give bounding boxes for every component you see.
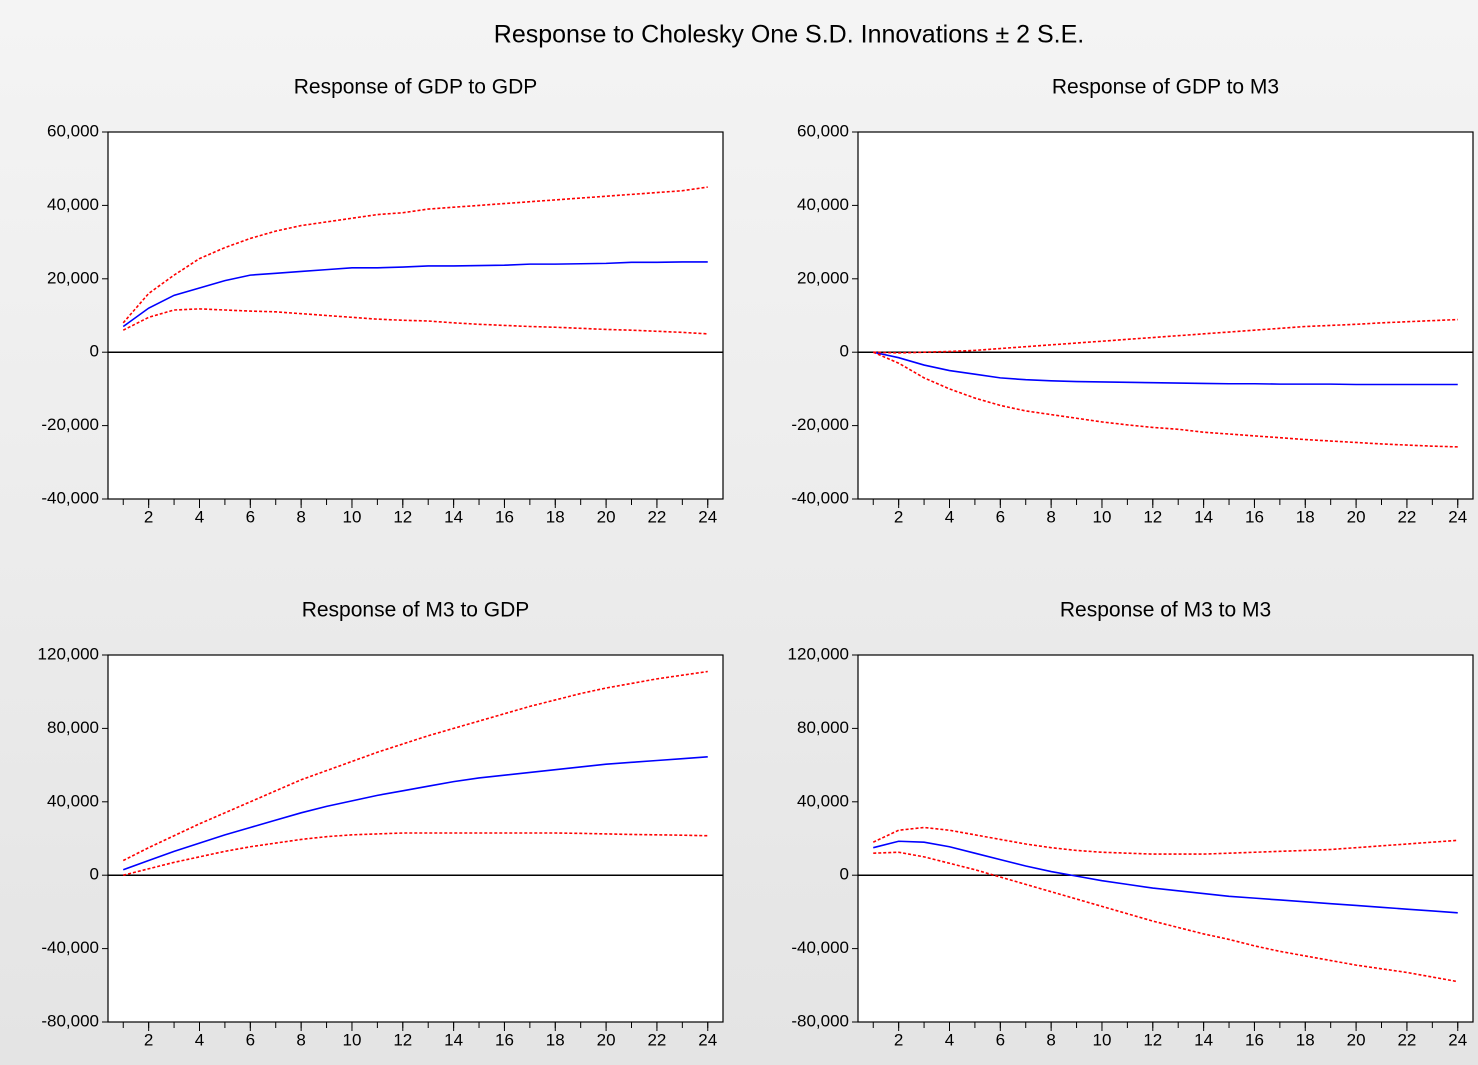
subplot-title: Response of M3 to GDP	[302, 599, 530, 622]
x-tick-label: 16	[1245, 507, 1264, 526]
y-tick-label: 120,000	[788, 644, 849, 663]
x-tick-label: 2	[144, 507, 153, 526]
y-tick-label: 40,000	[47, 791, 99, 810]
x-tick-label: 24	[1448, 507, 1467, 526]
subplot-title: Response of M3 to M3	[1060, 599, 1271, 622]
y-tick-label: 0	[840, 342, 849, 361]
plot-area	[858, 655, 1473, 1022]
series-line	[873, 318, 1458, 354]
x-tick-label: 18	[546, 1030, 565, 1049]
x-tick-label: 20	[1347, 507, 1366, 526]
x-tick-label: 12	[1143, 507, 1162, 526]
y-tick-label: -20,000	[41, 415, 99, 434]
x-tick-label: 4	[945, 507, 954, 526]
y-tick-label: 40,000	[797, 195, 849, 214]
x-tick-label: 10	[343, 1030, 362, 1049]
y-tick-label: 60,000	[797, 121, 849, 140]
y-tick-label: 60,000	[47, 121, 99, 140]
x-tick-label: 22	[1397, 507, 1416, 526]
x-tick-label: 2	[894, 1030, 903, 1049]
series-line	[873, 840, 1458, 914]
y-tick-label: 80,000	[797, 718, 849, 737]
figure-title: Response to Cholesky One S.D. Innovation…	[494, 21, 1084, 49]
x-tick-label: 8	[296, 507, 305, 526]
plot-border	[857, 131, 1474, 500]
x-tick-label: 2	[144, 1030, 153, 1049]
x-tick-label: 6	[996, 1030, 1005, 1049]
plot-area	[108, 132, 723, 499]
x-tick-label: 22	[647, 1030, 666, 1049]
x-tick-label: 12	[393, 1030, 412, 1049]
x-tick-label: 24	[1448, 1030, 1467, 1049]
series-line	[123, 832, 708, 876]
x-tick-label: 12	[1143, 1030, 1162, 1049]
x-tick-label: 20	[597, 1030, 616, 1049]
x-tick-label: 14	[1194, 1030, 1213, 1049]
y-tick-label: 0	[840, 865, 849, 884]
series-line	[122, 308, 708, 335]
x-tick-label: 20	[1347, 1030, 1366, 1049]
x-tick-label: 10	[1093, 507, 1112, 526]
series-line	[873, 351, 1458, 386]
x-tick-label: 24	[698, 507, 717, 526]
subplot-title: Response of GDP to M3	[1052, 76, 1279, 99]
series-line	[122, 756, 708, 871]
x-tick-label: 10	[1093, 1030, 1112, 1049]
y-tick-label: 20,000	[797, 268, 849, 287]
y-tick-label: 120,000	[38, 644, 99, 663]
y-tick-label: -40,000	[41, 488, 99, 507]
x-tick-label: 8	[296, 1030, 305, 1049]
x-tick-label: 16	[1245, 1030, 1264, 1049]
x-tick-label: 12	[393, 507, 412, 526]
x-tick-label: 16	[495, 507, 514, 526]
y-tick-label: 40,000	[47, 195, 99, 214]
series-line	[873, 851, 1458, 983]
series-line	[122, 261, 708, 328]
x-tick-label: 4	[195, 1030, 204, 1049]
x-tick-label: 6	[246, 1030, 255, 1049]
y-tick-label: -40,000	[791, 488, 849, 507]
x-tick-label: 14	[1194, 507, 1213, 526]
y-tick-label: 20,000	[47, 268, 99, 287]
x-tick-label: 4	[195, 507, 204, 526]
series-line	[872, 351, 1458, 448]
x-tick-label: 22	[647, 507, 666, 526]
x-tick-label: 6	[996, 507, 1005, 526]
x-tick-label: 6	[246, 507, 255, 526]
y-tick-label: -40,000	[791, 938, 849, 957]
plot-border	[857, 654, 1474, 1023]
plot-border	[107, 131, 724, 500]
plot-area	[858, 132, 1473, 499]
x-tick-label: 14	[444, 1030, 463, 1049]
y-tick-label: -80,000	[41, 1011, 99, 1030]
x-tick-label: 16	[495, 1030, 514, 1049]
y-tick-label: 0	[90, 342, 99, 361]
x-tick-label: 10	[343, 507, 362, 526]
x-tick-label: 18	[1296, 507, 1315, 526]
y-tick-label: 0	[90, 865, 99, 884]
x-tick-label: 20	[597, 507, 616, 526]
x-tick-label: 18	[546, 507, 565, 526]
x-tick-label: 24	[698, 1030, 717, 1049]
x-tick-label: 2	[894, 507, 903, 526]
x-tick-label: 18	[1296, 1030, 1315, 1049]
x-tick-label: 22	[1397, 1030, 1416, 1049]
y-tick-label: -80,000	[791, 1011, 849, 1030]
subplot-title: Response of GDP to GDP	[294, 76, 538, 99]
plot-area	[108, 655, 723, 1022]
y-tick-label: -20,000	[791, 415, 849, 434]
series-line	[872, 826, 1458, 855]
x-tick-label: 14	[444, 507, 463, 526]
y-tick-label: 40,000	[797, 791, 849, 810]
x-tick-label: 8	[1046, 1030, 1055, 1049]
y-tick-label: 80,000	[47, 718, 99, 737]
x-tick-label: 4	[945, 1030, 954, 1049]
plot-border	[107, 654, 724, 1023]
y-tick-label: -40,000	[41, 938, 99, 957]
series-line	[122, 670, 708, 862]
x-tick-label: 8	[1046, 507, 1055, 526]
